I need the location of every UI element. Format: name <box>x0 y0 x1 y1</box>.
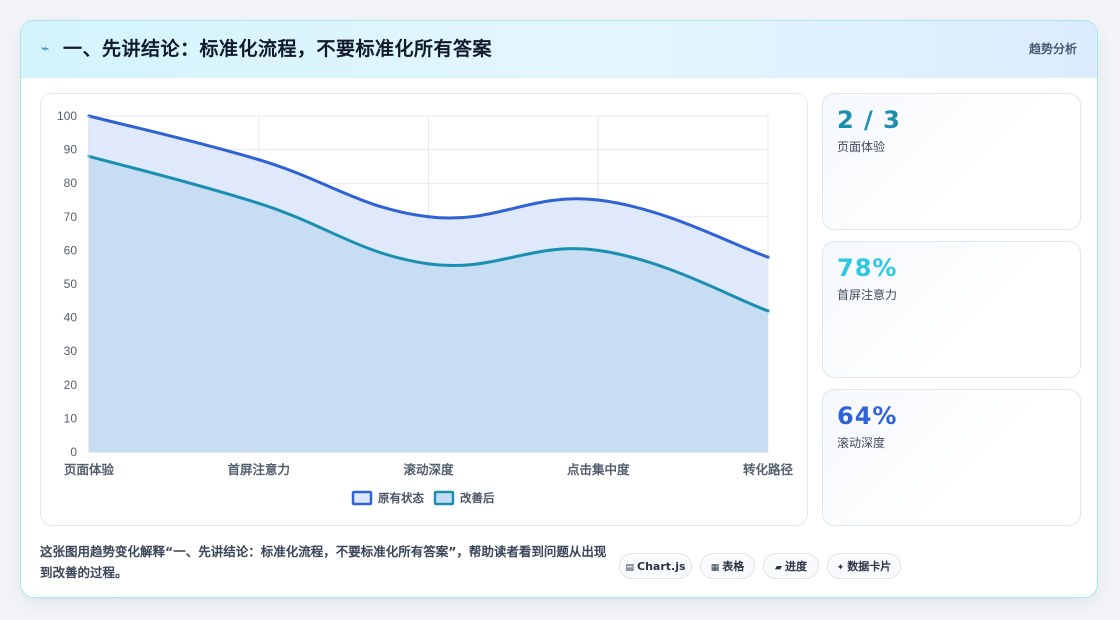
stat-label: 首屏注意力 <box>837 288 898 302</box>
data-point <box>766 255 770 259</box>
data-point <box>766 309 770 313</box>
main-card: ⌁ 一、先讲结论：标准化流程，不要标准化所有答案 趋势分析 0 10 20 30 40 5… <box>20 20 1098 598</box>
y-tick-label: 10 <box>64 411 78 425</box>
chart-panel: 0 10 20 30 40 50 60 70 80 90 100 页面体验 首屏注意力 滚动深度 点击集中度… <box>40 93 808 526</box>
chart-caption: 这张图用趋势变化解释“一、先讲结论：标准化流程，不要标准化所有答案”，帮助读者看… <box>40 544 607 580</box>
y-tick-label: 90 <box>64 143 78 157</box>
chip-label: 进度 <box>784 560 807 573</box>
data-point <box>596 248 600 252</box>
y-tick-label: 0 <box>70 445 77 459</box>
x-tick-label: 转化路径 <box>743 462 794 477</box>
series-area-1 <box>89 156 768 452</box>
chip-label: 表格 <box>722 560 745 573</box>
x-tick-label: 点击集中度 <box>567 462 630 477</box>
table-icon: ▦ <box>710 563 720 573</box>
y-tick-label: 40 <box>64 311 78 325</box>
page-title: 一、先讲结论：标准化流程，不要标准化所有答案 <box>63 38 493 60</box>
stat-card-first-screen: 78% 首屏注意力 <box>822 241 1081 378</box>
lightning-icon: ⌁ <box>41 41 50 57</box>
stat-value: 2 / 3 <box>837 106 901 134</box>
stat-label: 页面体验 <box>837 140 886 154</box>
x-tick-label: 首屏注意力 <box>227 462 290 477</box>
data-point <box>427 262 430 266</box>
chip-table[interactable]: ▦ 表格 <box>700 553 755 579</box>
legend-swatch-0 <box>351 490 373 506</box>
y-tick-label: 60 <box>64 243 78 257</box>
y-tick-label: 80 <box>64 176 78 190</box>
legend-swatch-1 <box>433 490 455 506</box>
sparkle-icon: ✦ <box>836 563 845 573</box>
y-tick-label: 50 <box>64 277 78 291</box>
chart-icon: ▤ <box>625 563 634 573</box>
y-tick-label: 20 <box>64 378 78 392</box>
stat-card-page-experience: 2 / 3 页面体验 <box>822 93 1081 230</box>
chip-label: Chart.js <box>637 560 686 573</box>
stat-card-scroll-depth: 64% 滚动深度 <box>822 389 1081 526</box>
y-tick-label: 70 <box>64 210 78 224</box>
chip-progress[interactable]: ▰ 进度 <box>763 553 819 579</box>
stat-value: 78% <box>837 254 898 282</box>
data-point <box>257 201 261 205</box>
area-chart: 0 10 20 30 40 50 60 70 80 90 100 页面体验 首屏注意力 滚动深度 点击集中度… <box>57 109 794 506</box>
progress-icon: ▰ <box>775 563 782 573</box>
y-tick-label: 100 <box>57 109 77 123</box>
data-point <box>427 215 430 219</box>
data-point <box>257 158 261 162</box>
stat-value: 64% <box>837 402 898 430</box>
chip-chartjs[interactable]: ▤ Chart.js <box>619 553 692 579</box>
legend-label-0: 原有状态 <box>378 491 424 505</box>
x-tick-label: 滚动深度 <box>403 462 454 477</box>
chip-data-card[interactable]: ✦ 数据卡片 <box>827 553 901 579</box>
stat-label: 滚动深度 <box>837 436 886 450</box>
legend-label-1: 改善后 <box>460 491 495 505</box>
y-tick-label: 30 <box>64 344 78 358</box>
chip-label: 数据卡片 <box>847 560 892 573</box>
trend-badge: 趋势分析 <box>1028 42 1077 56</box>
x-tick-label: 页面体验 <box>64 462 115 477</box>
data-point <box>596 198 600 202</box>
card-header: ⌁ 一、先讲结论：标准化流程，不要标准化所有答案 趋势分析 <box>21 21 1097 78</box>
